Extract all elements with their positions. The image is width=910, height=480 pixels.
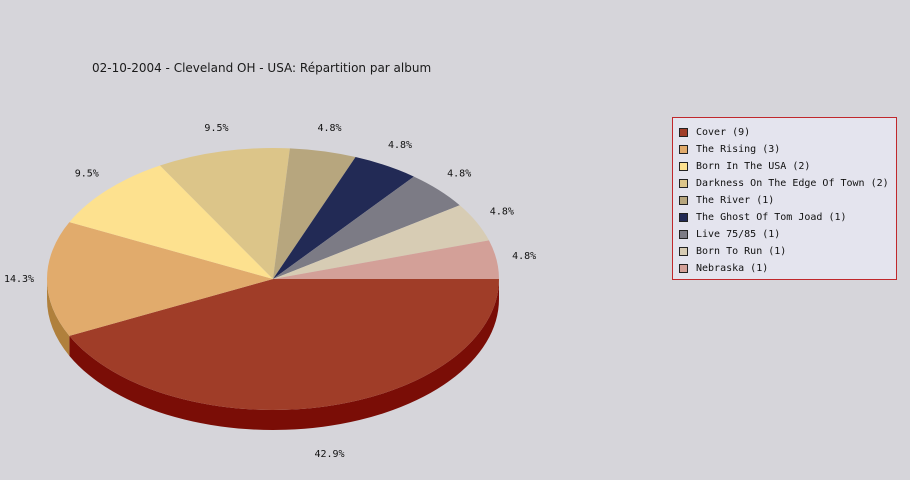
pie-slice-the-ghost-of-tom-joad [273, 157, 414, 279]
pie-slice-live-75-85 [273, 176, 460, 279]
pie-slice-born-to-run [273, 205, 489, 279]
legend-label: Cover (9) [696, 127, 751, 138]
pie-slice-darkness-on-the-edge-of-town [160, 147, 290, 279]
legend-swatch [679, 247, 688, 256]
pct-label-born-in-the-usa: 9.5% [75, 169, 99, 180]
legend-label: The Rising (3) [696, 144, 781, 155]
pct-label-the-rising: 14.3% [4, 274, 34, 285]
pie-side-cover [69, 279, 499, 430]
legend-item-live-75-85: Live 75/85 (1) [679, 226, 896, 243]
pct-label-cover: 42.9% [314, 449, 344, 460]
legend-swatch [679, 145, 688, 154]
pie-slice-the-rising [46, 222, 273, 336]
pie-side-the-rising [47, 279, 70, 356]
legend-label: Nebraska (1) [696, 263, 769, 274]
legend-label: Born To Run (1) [696, 246, 787, 257]
pie-slice-cover [69, 279, 499, 411]
chart-title: 02-10-2004 - Cleveland OH - USA: Réparti… [92, 61, 432, 75]
legend-label: The Ghost Of Tom Joad (1) [696, 212, 847, 223]
legend-item-cover: Cover (9) [679, 124, 896, 141]
legend-item-the-ghost-of-tom-joad: The Ghost Of Tom Joad (1) [679, 209, 896, 226]
pct-label-darkness-on-the-edge-of-town: 9.5% [204, 123, 228, 134]
legend-label: Live 75/85 (1) [696, 229, 781, 240]
legend-swatch [679, 230, 688, 239]
legend-swatch [679, 179, 688, 188]
legend-swatch [679, 264, 688, 273]
pct-label-live-75-85: 4.8% [447, 169, 471, 180]
chart-legend: Cover (9) The Rising (3) Born In The USA (… [672, 117, 897, 280]
legend-swatch [679, 213, 688, 222]
pie-slice-nebraska [273, 240, 499, 279]
legend-swatch [679, 128, 688, 137]
pct-label-the-river: 4.8% [317, 123, 341, 134]
pie-tops [46, 147, 499, 411]
pie-labels: 42.9% 14.3% 9.5% 9.5% 4.8% 4.8% 4.8% 4.8% 4.8% [4, 123, 536, 460]
legend-item-the-river: The River (1) [679, 192, 896, 209]
legend-label: Darkness On The Edge Of Town (2) [696, 178, 889, 189]
pie-slice-born-in-the-usa [69, 165, 273, 279]
legend-item-born-to-run: Born To Run (1) [679, 243, 896, 260]
pie-slice-the-river [273, 148, 356, 279]
legend-item-the-rising: The Rising (3) [679, 141, 896, 158]
pct-label-nebraska: 4.8% [512, 251, 536, 262]
legend-label: Born In The USA (2) [696, 161, 811, 172]
legend-swatch [679, 196, 688, 205]
pct-label-the-ghost-of-tom-joad: 4.8% [388, 140, 412, 151]
legend-swatch [679, 162, 688, 171]
legend-item-darkness-on-the-edge-of-town: Darkness On The Edge Of Town (2) [679, 175, 896, 192]
pie-sides [47, 279, 499, 430]
legend-item-born-in-the-usa: Born In The USA (2) [679, 158, 896, 175]
legend-label: The River (1) [696, 195, 775, 206]
pct-label-born-to-run: 4.8% [490, 207, 514, 218]
legend-item-nebraska: Nebraska (1) [679, 260, 896, 277]
